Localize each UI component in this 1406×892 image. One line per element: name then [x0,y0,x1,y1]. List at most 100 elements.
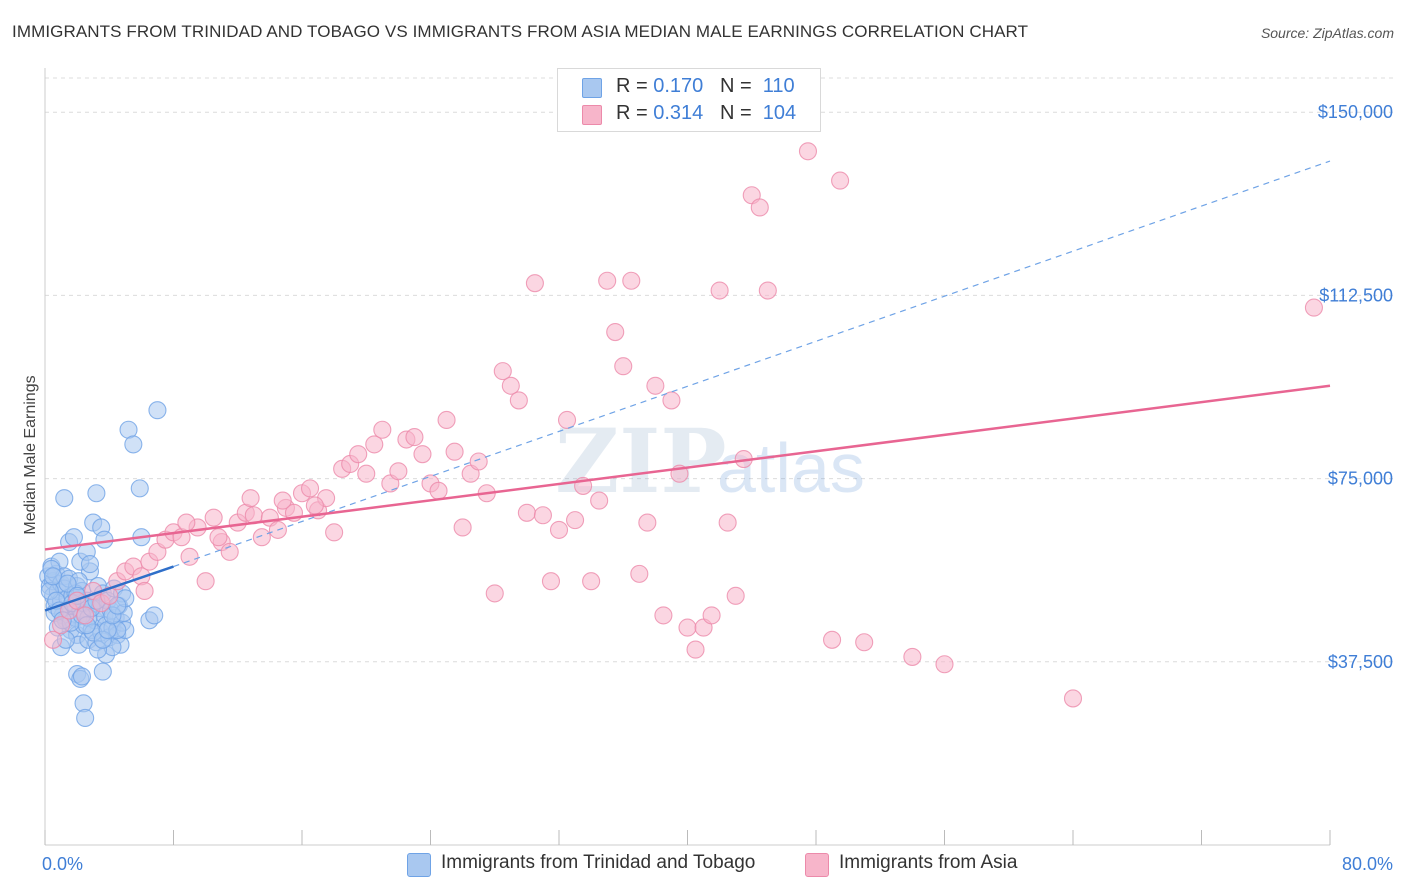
asia-point [686,640,705,659]
asia-point [662,391,681,410]
trinidad-point [58,574,77,593]
asia-point [273,491,292,510]
asia-point [614,357,633,376]
asia-point [43,630,63,649]
asia-point [582,572,601,591]
asia-point [630,564,649,583]
asia-point [903,647,922,666]
asia-point [453,518,472,537]
bottom-legend-swatch-trinidad [407,853,431,877]
legend-n-value: 110 [762,75,795,97]
asia-point [493,362,512,381]
asia-point [710,281,729,300]
asia-point [638,513,657,532]
asia-point [220,542,239,561]
asia-point [485,584,504,603]
asia-point [525,274,544,293]
series-asia-points [43,142,1323,708]
asia-point [177,513,196,532]
watermark-zip: ZIP [555,409,727,513]
y-tick-label: $150,000 [1318,102,1393,122]
asia-point [52,616,71,635]
trinidad-trend-line [44,565,174,612]
trinidad-point [55,489,74,508]
legend-r-label: R = [616,75,654,97]
asia-point [517,503,536,522]
bottom-legend-label-trinidad: Immigrants from Trinidad and Tobago [441,852,756,873]
chart-title: IMMIGRANTS FROM TRINIDAD AND TOBAGO VS I… [12,22,1029,41]
y-tick-label: $37,500 [1328,652,1393,672]
asia-point [357,464,376,483]
bottom-legend-swatch-asia [805,853,829,877]
asia-point [325,523,344,542]
asia-point [241,489,260,508]
asia-point [646,376,665,395]
asia-point [935,655,954,674]
y-axis-label: Median Male Earnings [22,375,39,534]
asia-point [305,496,324,515]
asia-point [718,513,737,532]
trinidad-point [43,567,63,586]
trinidad-point [95,530,114,549]
watermark: ZIP atlas [555,409,865,513]
asia-point [252,528,271,547]
trinidad-point [145,606,164,625]
trinidad-point [72,667,91,686]
asia-point [1063,689,1083,708]
legend-swatch-trinidad [582,78,602,98]
asia-point [855,633,874,652]
trinidad-point [87,484,106,503]
legend-n-label: N = [719,102,758,124]
asia-trend-line [44,384,1331,551]
legend-n-value: 104 [762,102,797,124]
asia-point [1304,298,1323,317]
asia-point [622,271,641,290]
trinidad-point [80,555,100,574]
asia-point [678,618,697,637]
y-tick-label: $112,500 [1319,285,1393,305]
trinidad-point [76,708,95,728]
trinidad-point [64,528,83,547]
asia-point [389,462,408,481]
asia-point [413,445,432,464]
asia-point [758,281,777,300]
y-tick-label: $75,000 [1328,469,1393,489]
legend-r-label: R = [616,102,654,124]
asia-point [590,491,609,510]
trinidad-point [93,662,112,681]
asia-point [135,581,154,601]
source-label: Source: ZipAtlas.com [1260,25,1394,41]
asia-point [196,572,215,591]
asia-point [606,322,625,342]
asia-point [549,520,569,539]
legend-swatch-asia [582,105,602,125]
asia-point [445,442,464,461]
asia-point [831,171,850,190]
trinidad-point [124,435,143,454]
asia-point [469,452,488,471]
x-tick-label: 80.0% [1342,854,1393,874]
tick-labels: $37,500 $75,000 $112,500 $150,000 0.0% 80.0% [42,102,1393,874]
trinidad-point [130,479,149,498]
asia-point [509,391,528,410]
asia-point [209,528,228,547]
stats-legend: R = 0.170 N = 110 R = 0.314 N = 104 [557,68,821,132]
asia-point [437,410,456,430]
legend-r-value: 0.170 [653,75,704,97]
asia-point [373,420,392,439]
asia-point [557,410,577,430]
asia-point [501,376,520,395]
asia-point [429,481,448,500]
asia-point [349,445,368,464]
asia-point [798,142,818,161]
asia-point [180,547,199,566]
asia-point [300,479,320,498]
asia-point [654,606,673,625]
bottom-legend-label-asia: Immigrants from Asia [839,852,1018,873]
trend-lines [44,160,1331,612]
asia-point [76,606,95,625]
watermark-atlas: atlas [717,429,865,507]
asia-point [533,506,552,525]
asia-point [726,586,745,605]
